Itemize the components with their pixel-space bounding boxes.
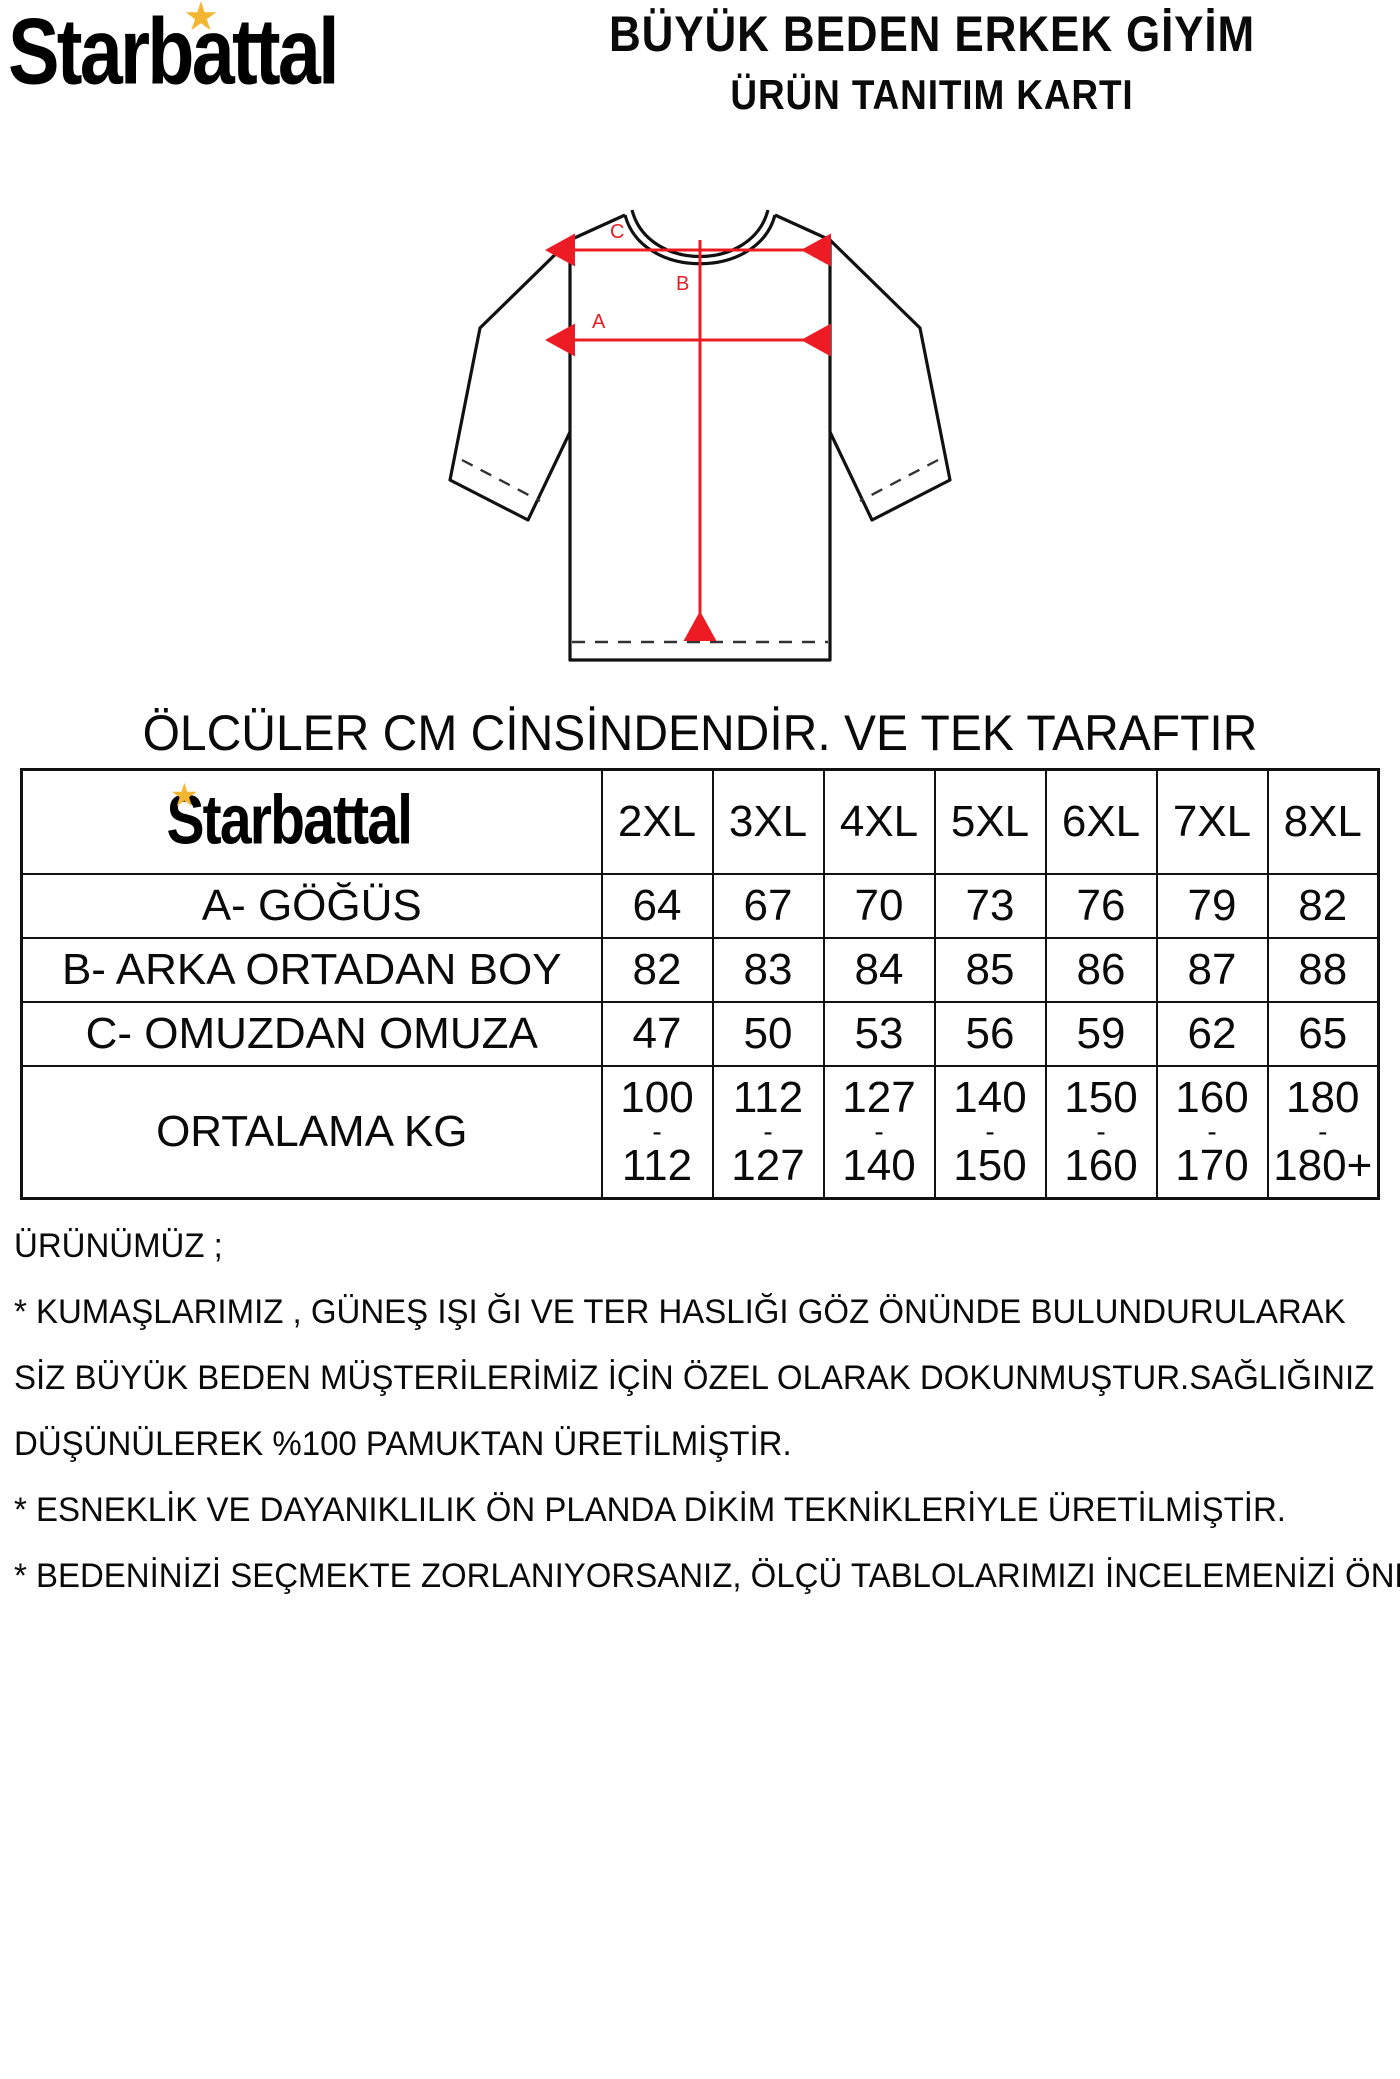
tshirt-measurement-diagram: C A B (0, 160, 1400, 700)
cell-chest-4xl: 70 (822, 872, 936, 939)
table-header-row: Starbattal ★ 2XL 3XL 4XL 5XL 6XL 7XL 8XL (20, 768, 1380, 875)
cell-backlength-7xl: 87 (1155, 936, 1269, 1003)
product-description: ÜRÜNÜMÜZ ; * KUMAŞLARIMIZ , GÜNEŞ IŞI ĞI… (14, 1226, 1400, 1596)
size-header-4xl: 4XL (822, 768, 936, 875)
weight-from: 150 (1064, 1072, 1138, 1122)
brand-logo-text: Starbattal (8, 0, 340, 104)
cell-shoulder-8xl: 65 (1266, 1000, 1380, 1067)
description-heading: ÜRÜNÜMÜZ ; (14, 1226, 223, 1265)
row-label-backlength: B- ARKA ORTADAN BOY (20, 936, 603, 1003)
size-header-8xl: 8XL (1266, 768, 1380, 875)
cell-weight-8xl: 180 - 180+ (1266, 1064, 1380, 1199)
weight-to: 160 (1064, 1140, 1138, 1190)
weight-to: 112 (621, 1140, 693, 1190)
header-titles: BÜYÜK BEDEN ERKEK GİYİM ÜRÜN TANITIM KAR… (470, 6, 1394, 120)
cell-shoulder-6xl: 59 (1044, 1000, 1158, 1067)
measure-label-b: B (676, 273, 689, 295)
weight-to: 170 (1175, 1140, 1249, 1190)
weight-separator: - (1207, 1115, 1217, 1147)
cell-backlength-2xl: 82 (600, 936, 714, 1003)
table-brand-logo-text: Starbattal (166, 781, 413, 859)
weight-separator: - (1318, 1115, 1328, 1147)
brand-logo: Starbattal ★ (8, 0, 458, 98)
cell-weight-2xl: 100 - 112 (600, 1064, 714, 1199)
cell-backlength-4xl: 84 (822, 936, 936, 1003)
weight-from: 127 (842, 1072, 916, 1122)
cell-shoulder-4xl: 53 (822, 1000, 936, 1067)
sleeve-hem-stitch (461, 458, 939, 503)
weight-from: 100 (620, 1072, 694, 1122)
star-icon: ★ (170, 776, 199, 813)
cell-backlength-3xl: 83 (711, 936, 825, 1003)
cell-weight-7xl: 160 - 170 (1155, 1064, 1269, 1199)
cell-shoulder-7xl: 62 (1155, 1000, 1269, 1067)
tshirt-svg: C A B (448, 209, 952, 662)
weight-separator: - (874, 1115, 884, 1147)
table-row-weight: ORTALAMA KG 100 - 112 112 - 127 (20, 1064, 1380, 1199)
weight-to: 180+ (1273, 1140, 1373, 1190)
table-row: B- ARKA ORTADAN BOY 82 83 84 85 86 87 88 (20, 936, 1380, 1003)
cell-chest-7xl: 79 (1155, 872, 1269, 939)
table-row: A- GÖĞÜS 64 67 70 73 76 79 82 (20, 872, 1380, 939)
cell-weight-6xl: 150 - 160 (1044, 1064, 1158, 1199)
size-header-3xl: 3XL (711, 768, 825, 875)
size-table: Starbattal ★ 2XL 3XL 4XL 5XL 6XL 7XL 8XL… (20, 768, 1380, 1200)
cell-backlength-6xl: 86 (1044, 936, 1158, 1003)
cell-shoulder-3xl: 50 (711, 1000, 825, 1067)
cell-chest-6xl: 76 (1044, 872, 1158, 939)
cell-chest-3xl: 67 (711, 872, 825, 939)
description-line-2: SİZ BÜYÜK BEDEN MÜŞTERİLERİMİZ İÇİN ÖZEL… (14, 1358, 1375, 1397)
weight-from: 140 (953, 1072, 1027, 1122)
weight-to: 150 (953, 1140, 1027, 1190)
measure-label-c: C (610, 221, 624, 243)
header-title-primary: BÜYÜK BEDEN ERKEK GİYİM (608, 6, 1256, 62)
weight-from: 180 (1286, 1072, 1360, 1122)
star-icon: ★ (183, 0, 219, 39)
weight-separator: - (652, 1115, 662, 1147)
size-header-5xl: 5XL (933, 768, 1047, 875)
weight-from: 160 (1175, 1072, 1249, 1122)
row-label-chest: A- GÖĞÜS (20, 872, 603, 939)
description-line-5: * BEDENİNİZİ SEÇMEKTE ZORLANIYORSANIZ, Ö… (14, 1556, 1400, 1595)
size-header-2xl: 2XL (600, 768, 714, 875)
weight-to: 140 (842, 1140, 916, 1190)
cell-chest-2xl: 64 (600, 872, 714, 939)
cell-weight-3xl: 112 - 127 (711, 1064, 825, 1199)
cell-weight-5xl: 140 - 150 (933, 1064, 1047, 1199)
cell-chest-8xl: 82 (1266, 872, 1380, 939)
weight-from: 112 (732, 1072, 804, 1122)
measure-label-a: A (592, 311, 606, 333)
weight-to: 127 (731, 1140, 805, 1190)
header-title-secondary: ÜRÜN TANITIM KARTI (730, 71, 1134, 118)
size-header-7xl: 7XL (1155, 768, 1269, 875)
table-brand-cell: Starbattal ★ (20, 768, 603, 875)
table-caption: ÖLCÜLER CM CİNSİNDENDİR. VE TEK TARAFTIR (142, 705, 1258, 761)
description-line-4: * ESNEKLİK VE DAYANIKLILIK ÖN PLANDA DİK… (14, 1490, 1286, 1529)
weight-separator: - (1096, 1115, 1106, 1147)
cell-backlength-5xl: 85 (933, 936, 1047, 1003)
description-line-1: * KUMAŞLARIMIZ , GÜNEŞ IŞI ĞI VE TER HAS… (14, 1292, 1346, 1331)
cell-weight-4xl: 127 - 140 (822, 1064, 936, 1199)
row-label-shoulder: C- OMUZDAN OMUZA (20, 1000, 603, 1067)
cell-chest-5xl: 73 (933, 872, 1047, 939)
weight-separator: - (985, 1115, 995, 1147)
row-label-weight: ORTALAMA KG (20, 1064, 603, 1199)
card-header: Starbattal ★ BÜYÜK BEDEN ERKEK GİYİM ÜRÜ… (0, 0, 1400, 160)
weight-separator: - (763, 1115, 773, 1147)
cell-backlength-8xl: 88 (1266, 936, 1380, 1003)
table-row: C- OMUZDAN OMUZA 47 50 53 56 59 62 65 (20, 1000, 1380, 1067)
cell-shoulder-2xl: 47 (600, 1000, 714, 1067)
size-header-6xl: 6XL (1044, 768, 1158, 875)
cell-shoulder-5xl: 56 (933, 1000, 1047, 1067)
description-line-3: DÜŞÜNÜLEREK %100 PAMUKTAN ÜRETİLMİŞTİR. (14, 1424, 792, 1463)
